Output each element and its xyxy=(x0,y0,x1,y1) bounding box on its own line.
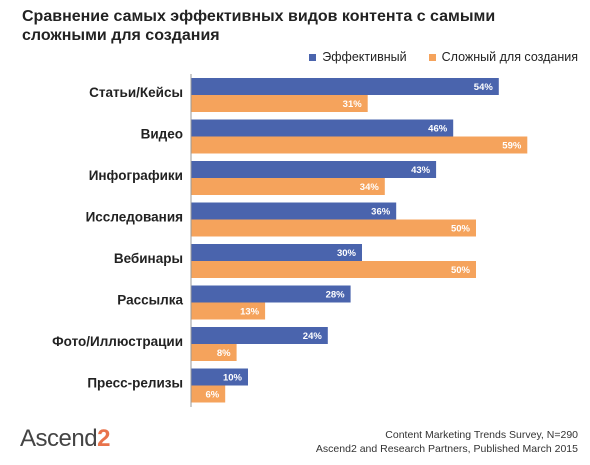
bar-effective-cat-6 xyxy=(191,327,328,344)
bar-effective-cat-2 xyxy=(191,161,437,178)
legend-label-difficult: Сложный для создания xyxy=(441,50,578,64)
value-label-difficult-cat-4: 50% xyxy=(451,265,471,276)
source-note: Content Marketing Trends Survey, N=290 A… xyxy=(316,428,578,456)
value-label-difficult-cat-0: 31% xyxy=(343,99,363,110)
category-label-cat-6: Фото/Иллюстрации xyxy=(52,334,183,349)
bar-effective-cat-5 xyxy=(191,285,351,303)
value-label-effective-cat-2: 43% xyxy=(411,165,431,176)
bar-difficult-cat-0 xyxy=(191,95,368,112)
value-label-difficult-cat-3: 50% xyxy=(451,224,471,235)
category-label-cat-0: Статьи/Кейсы xyxy=(89,85,183,100)
bar-difficult-cat-3 xyxy=(191,219,476,237)
ascend2-logo: Ascend2 xyxy=(20,425,110,453)
value-label-effective-cat-3: 36% xyxy=(371,207,391,218)
bar-effective-cat-7 xyxy=(191,368,248,386)
bar-effective-cat-1 xyxy=(191,119,454,137)
category-label-cat-7: Пресс-релизы xyxy=(87,376,183,391)
value-label-effective-cat-5: 28% xyxy=(326,290,346,301)
value-label-difficult-cat-2: 34% xyxy=(360,182,380,193)
value-label-effective-cat-6: 24% xyxy=(303,331,323,342)
source-line-1: Content Marketing Trends Survey, N=290 xyxy=(385,429,578,441)
value-label-difficult-cat-5: 13% xyxy=(240,307,260,318)
category-label-cat-5: Рассылка xyxy=(117,293,183,308)
logo-suffix: 2 xyxy=(97,425,110,452)
category-label-cat-4: Вебинары xyxy=(114,251,183,266)
bar-effective-cat-0 xyxy=(191,78,499,95)
bar-effective-cat-4 xyxy=(191,244,362,261)
value-label-effective-cat-7: 10% xyxy=(223,373,243,384)
bar-difficult-cat-2 xyxy=(191,178,385,195)
value-label-effective-cat-1: 46% xyxy=(428,124,448,135)
logo-name: Ascend xyxy=(20,425,98,452)
bar-difficult-cat-1 xyxy=(191,136,528,154)
value-label-difficult-cat-1: 59% xyxy=(502,141,522,152)
value-label-difficult-cat-6: 8% xyxy=(217,348,231,359)
bar-effective-cat-3 xyxy=(191,202,397,220)
category-label-cat-3: Исследования xyxy=(86,210,183,225)
chart-title: Сравнение самых эффективных видов контен… xyxy=(22,8,496,44)
legend-item-difficult: Сложный для создания xyxy=(428,50,578,64)
legend: Эффективный Сложный для создания xyxy=(287,50,578,64)
legend-label-effective: Эффективный xyxy=(322,50,407,64)
bar-chart: Статьи/Кейсы 54% 31% Видео 46% 59% Инфографики… xyxy=(52,74,528,407)
legend-swatch-effective xyxy=(309,53,317,61)
bar-difficult-cat-7 xyxy=(191,385,226,403)
category-label-cat-2: Инфографики xyxy=(89,168,183,183)
value-label-effective-cat-0: 54% xyxy=(474,82,494,93)
legend-swatch-difficult xyxy=(428,53,436,61)
source-line-2: Ascend2 and Research Partners, Published… xyxy=(315,443,578,455)
bar-difficult-cat-6 xyxy=(191,344,237,361)
category-label-cat-1: Видео xyxy=(141,127,183,142)
value-label-difficult-cat-7: 6% xyxy=(205,390,219,401)
legend-item-effective: Эффективный xyxy=(309,50,407,64)
bar-difficult-cat-4 xyxy=(191,261,476,278)
value-label-effective-cat-4: 30% xyxy=(337,248,357,259)
bar-difficult-cat-5 xyxy=(191,302,266,320)
